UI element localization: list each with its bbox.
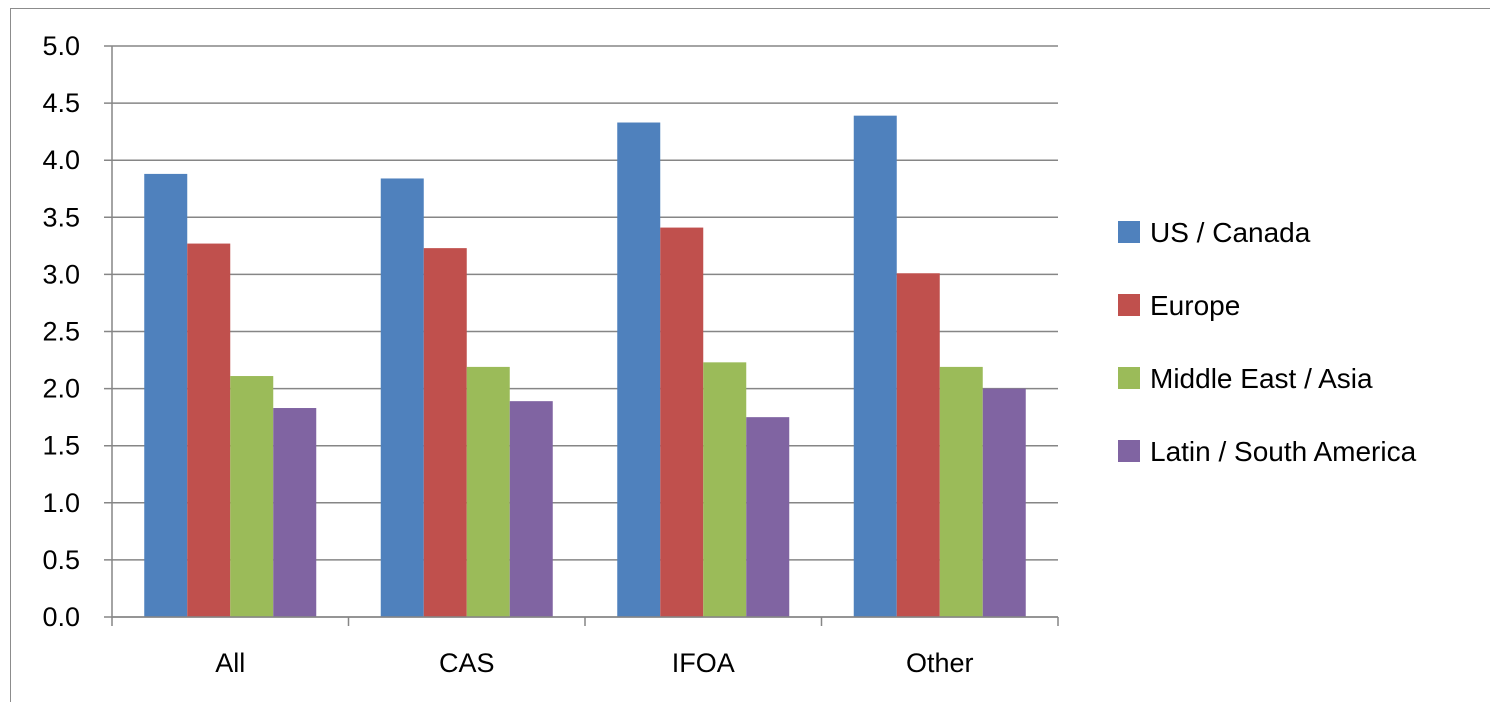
- bar-all-1: [187, 243, 231, 618]
- legend-swatch: [1118, 440, 1140, 462]
- legend-swatch: [1118, 221, 1140, 243]
- x-tick-label: All: [215, 648, 245, 678]
- y-tick-label: 5.0: [42, 31, 80, 61]
- legend-label: Europe: [1150, 290, 1240, 321]
- y-tick-label: 0.5: [42, 545, 80, 575]
- y-tick-label: 3.0: [42, 259, 80, 289]
- x-axis: All CAS IFOA Other: [111, 616, 1059, 678]
- legend-label: Latin / South America: [1150, 436, 1417, 467]
- bar-cas-2: [466, 366, 510, 617]
- y-tick-label: 2.0: [42, 374, 80, 404]
- bar-cas-0: [380, 178, 424, 618]
- x-tick-label: IFOA: [672, 648, 735, 678]
- bar-all-3: [273, 408, 317, 617]
- bar-ifoa-3: [746, 417, 790, 617]
- y-axis-ticks: 0.0 0.5 1.0 1.5 2.0 2.5 3.0 3.5 4.0 4.5 5.0: [42, 31, 80, 632]
- bar-ifoa-2: [703, 362, 747, 617]
- bar-ifoa-0: [617, 122, 661, 617]
- bar-other-2: [939, 366, 983, 617]
- bar-cas-3: [509, 401, 553, 617]
- bar-other-0: [853, 115, 897, 618]
- y-tick-label: 2.5: [42, 317, 80, 347]
- bar-other-3: [982, 388, 1026, 617]
- bar-ifoa-1: [660, 227, 704, 617]
- legend-label: Middle East / Asia: [1150, 363, 1373, 394]
- x-tick-label: Other: [906, 648, 974, 678]
- y-tick-label: 1.5: [42, 431, 80, 461]
- y-tick-label: 4.0: [42, 145, 80, 175]
- bar-all-0: [144, 173, 188, 618]
- bar-all-2: [230, 376, 274, 617]
- x-tick-label: CAS: [439, 648, 495, 678]
- legend-swatch: [1118, 367, 1140, 389]
- chart-frame: [10, 8, 1490, 702]
- y-tick-label: 0.0: [42, 602, 80, 632]
- y-tick-label: 3.5: [42, 202, 80, 232]
- bars: [144, 115, 1026, 618]
- bar-other-1: [896, 273, 940, 617]
- legend-swatch: [1118, 294, 1140, 316]
- legend: US / Canada Europe Middle East / Asia Latin…: [1118, 217, 1417, 467]
- y-tick-label: 1.0: [42, 488, 80, 518]
- legend-label: US / Canada: [1150, 217, 1311, 248]
- bar-cas-1: [423, 248, 467, 617]
- y-tick-label: 4.5: [42, 88, 80, 118]
